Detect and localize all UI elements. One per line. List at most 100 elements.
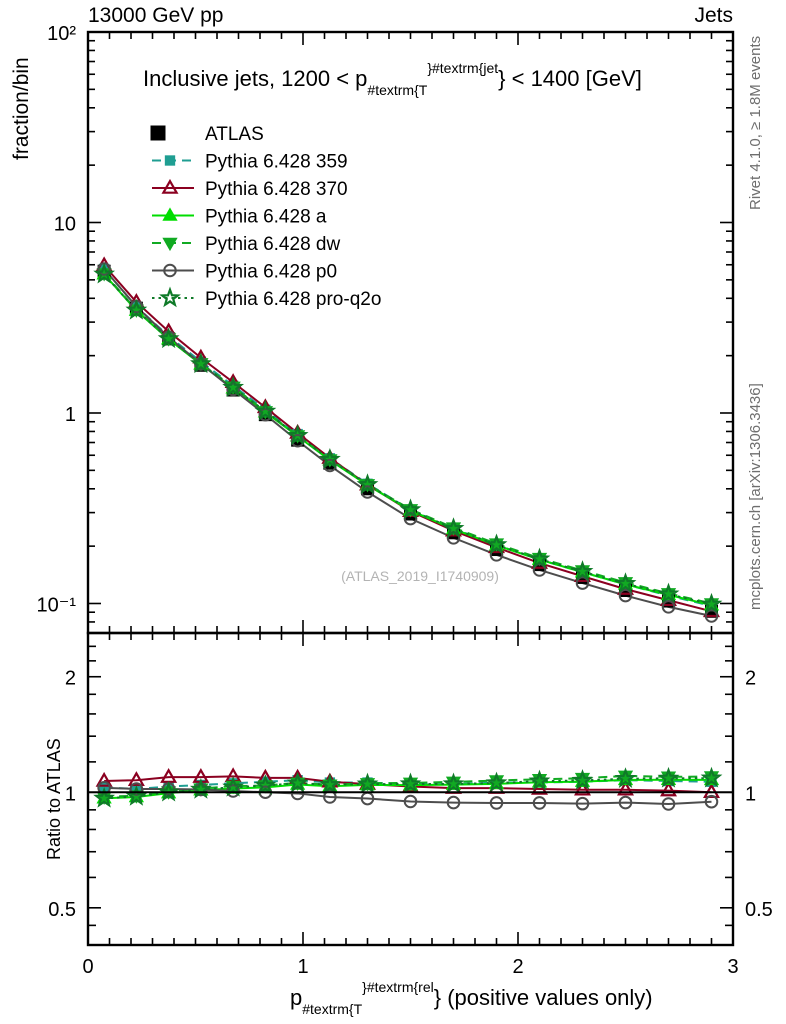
legend-item[interactable]: Pythia 6.428 pro-q2o [152, 286, 381, 310]
y-tick-label-ratio-left: 2 [65, 668, 76, 690]
header-right: Jets [694, 4, 733, 27]
title-sub: #textrm{T [367, 82, 427, 98]
data-marker [290, 433, 305, 448]
plot-title: Inclusive jets, 1200 < p#textrm{T}#textr… [143, 60, 642, 98]
legend-item[interactable]: Pythia 6.428 p0 [152, 262, 337, 283]
data-marker [703, 783, 720, 799]
y-tick-label-main: 1 [65, 404, 76, 426]
y-tick-label-main: 10 [54, 213, 76, 235]
x-tick-label: 0 [82, 956, 93, 978]
data-marker [399, 772, 422, 794]
legend-marker-filled-square-icon [150, 125, 166, 141]
xlabel-p: p [290, 985, 302, 1010]
data-marker [129, 782, 144, 796]
main-panel-frame [86, 30, 735, 635]
ratio-series-line [104, 786, 712, 806]
data-marker [226, 382, 240, 397]
data-marker [189, 352, 212, 374]
data-marker [485, 533, 508, 555]
title-main-pre: Inclusive jets, 1200 < p [143, 66, 367, 91]
legend-label: Pythia 6.428 pro-q2o [205, 289, 381, 310]
data-marker [532, 563, 547, 577]
legend-item[interactable]: Pythia 6.428 359 [152, 152, 348, 173]
ratio-y-tick-labels-left: 210.5 [48, 668, 76, 921]
legend-marker-open-triangle-up-icon [161, 178, 179, 194]
data-marker [704, 794, 719, 809]
ratio-series-group [93, 766, 723, 811]
legend-label: Pythia 6.428 370 [205, 179, 348, 200]
data-marker [157, 780, 180, 802]
x-tick-label: 2 [512, 956, 523, 978]
data-marker [661, 600, 676, 614]
svg-text:Inclusive jets, 1200 < p#textr: Inclusive jets, 1200 < p#textrm{T}#textr… [143, 60, 642, 98]
ratio-y-tick-labels-right: 210.5 [745, 668, 773, 921]
data-marker [356, 473, 379, 495]
y-axis-label-ratio: Ratio to ATLAS [44, 738, 64, 860]
data-marker [704, 609, 719, 623]
data-marker [97, 781, 111, 795]
data-marker [258, 407, 273, 422]
header-left: 13000 GeV pp [88, 4, 223, 27]
legend-item[interactable]: Pythia 6.428 370 [152, 178, 348, 200]
data-marker [254, 774, 277, 795]
title-sup: }#textrm{jet [427, 60, 498, 76]
y-tick-label-ratio-right: 2 [745, 668, 756, 690]
data-marker [286, 771, 309, 793]
title-main-post: } < 1400 [GeV] [498, 66, 642, 91]
series-line [103, 273, 712, 606]
data-marker [125, 298, 148, 320]
xlabel-sub: #textrm{T [302, 1001, 362, 1017]
series-line [103, 268, 712, 617]
data-marker [222, 376, 245, 397]
data-marker [528, 769, 551, 791]
x-axis-tick-labels: 0 1 2 3 [82, 956, 738, 978]
side-text-rivet: Rivet 4.1.0, ≥ 1.8M events [747, 36, 764, 210]
legend-marker-filled-triangle-up-icon [162, 207, 178, 221]
main-x-ticks [87, 32, 734, 633]
legend-label: Pythia 6.428 p0 [205, 262, 337, 283]
side-text-mcplots: mcplots.cern.ch [arXiv:1306.3436] [747, 383, 764, 610]
data-marker [222, 775, 245, 797]
y-axis-label-main: fraction/bin [10, 57, 33, 160]
y-tick-label-ratio-right: 1 [745, 783, 756, 805]
xlabel-tail: } (positive values only) [434, 985, 653, 1010]
legend-marker-open-star-icon [159, 286, 181, 308]
legend-item[interactable]: Pythia 6.428 a [152, 207, 327, 228]
ratio-x-ticks [87, 633, 734, 945]
y-tick-label-ratio-left: 0.5 [48, 899, 76, 921]
data-marker [254, 399, 277, 421]
series-line [103, 272, 712, 605]
data-marker [700, 592, 723, 614]
data-marker [356, 772, 379, 794]
data-marker [442, 517, 465, 538]
data-marker [95, 771, 113, 787]
data-marker [318, 448, 341, 469]
data-marker [617, 780, 634, 796]
legend-label: Pythia 6.428 dw [205, 234, 340, 255]
ratio-y-ticks [88, 632, 733, 946]
legend-item[interactable]: ATLAS [150, 124, 264, 145]
data-marker [614, 572, 637, 593]
data-marker [318, 773, 341, 795]
ratio-series-line [104, 777, 712, 800]
y-tick-label-main: 10² [47, 23, 76, 45]
y-tick-label-main: 10⁻¹ [37, 594, 77, 616]
data-marker [657, 582, 680, 604]
legend-marker-open-circle-icon [163, 263, 177, 278]
main-y-ticks [88, 31, 733, 634]
data-marker [657, 766, 680, 788]
data-marker [571, 769, 594, 790]
data-marker [125, 785, 148, 806]
data-marker [489, 796, 504, 810]
data-marker [442, 772, 465, 794]
data-marker [485, 771, 508, 793]
data-marker [93, 262, 116, 284]
data-marker [618, 588, 633, 603]
data-marker [528, 547, 551, 569]
legend-label: Pythia 6.428 359 [205, 152, 348, 173]
legend-marker-filled-square-small-icon [164, 155, 176, 166]
legend-item[interactable]: Pythia 6.428 dw [152, 234, 340, 255]
data-marker [127, 771, 145, 786]
